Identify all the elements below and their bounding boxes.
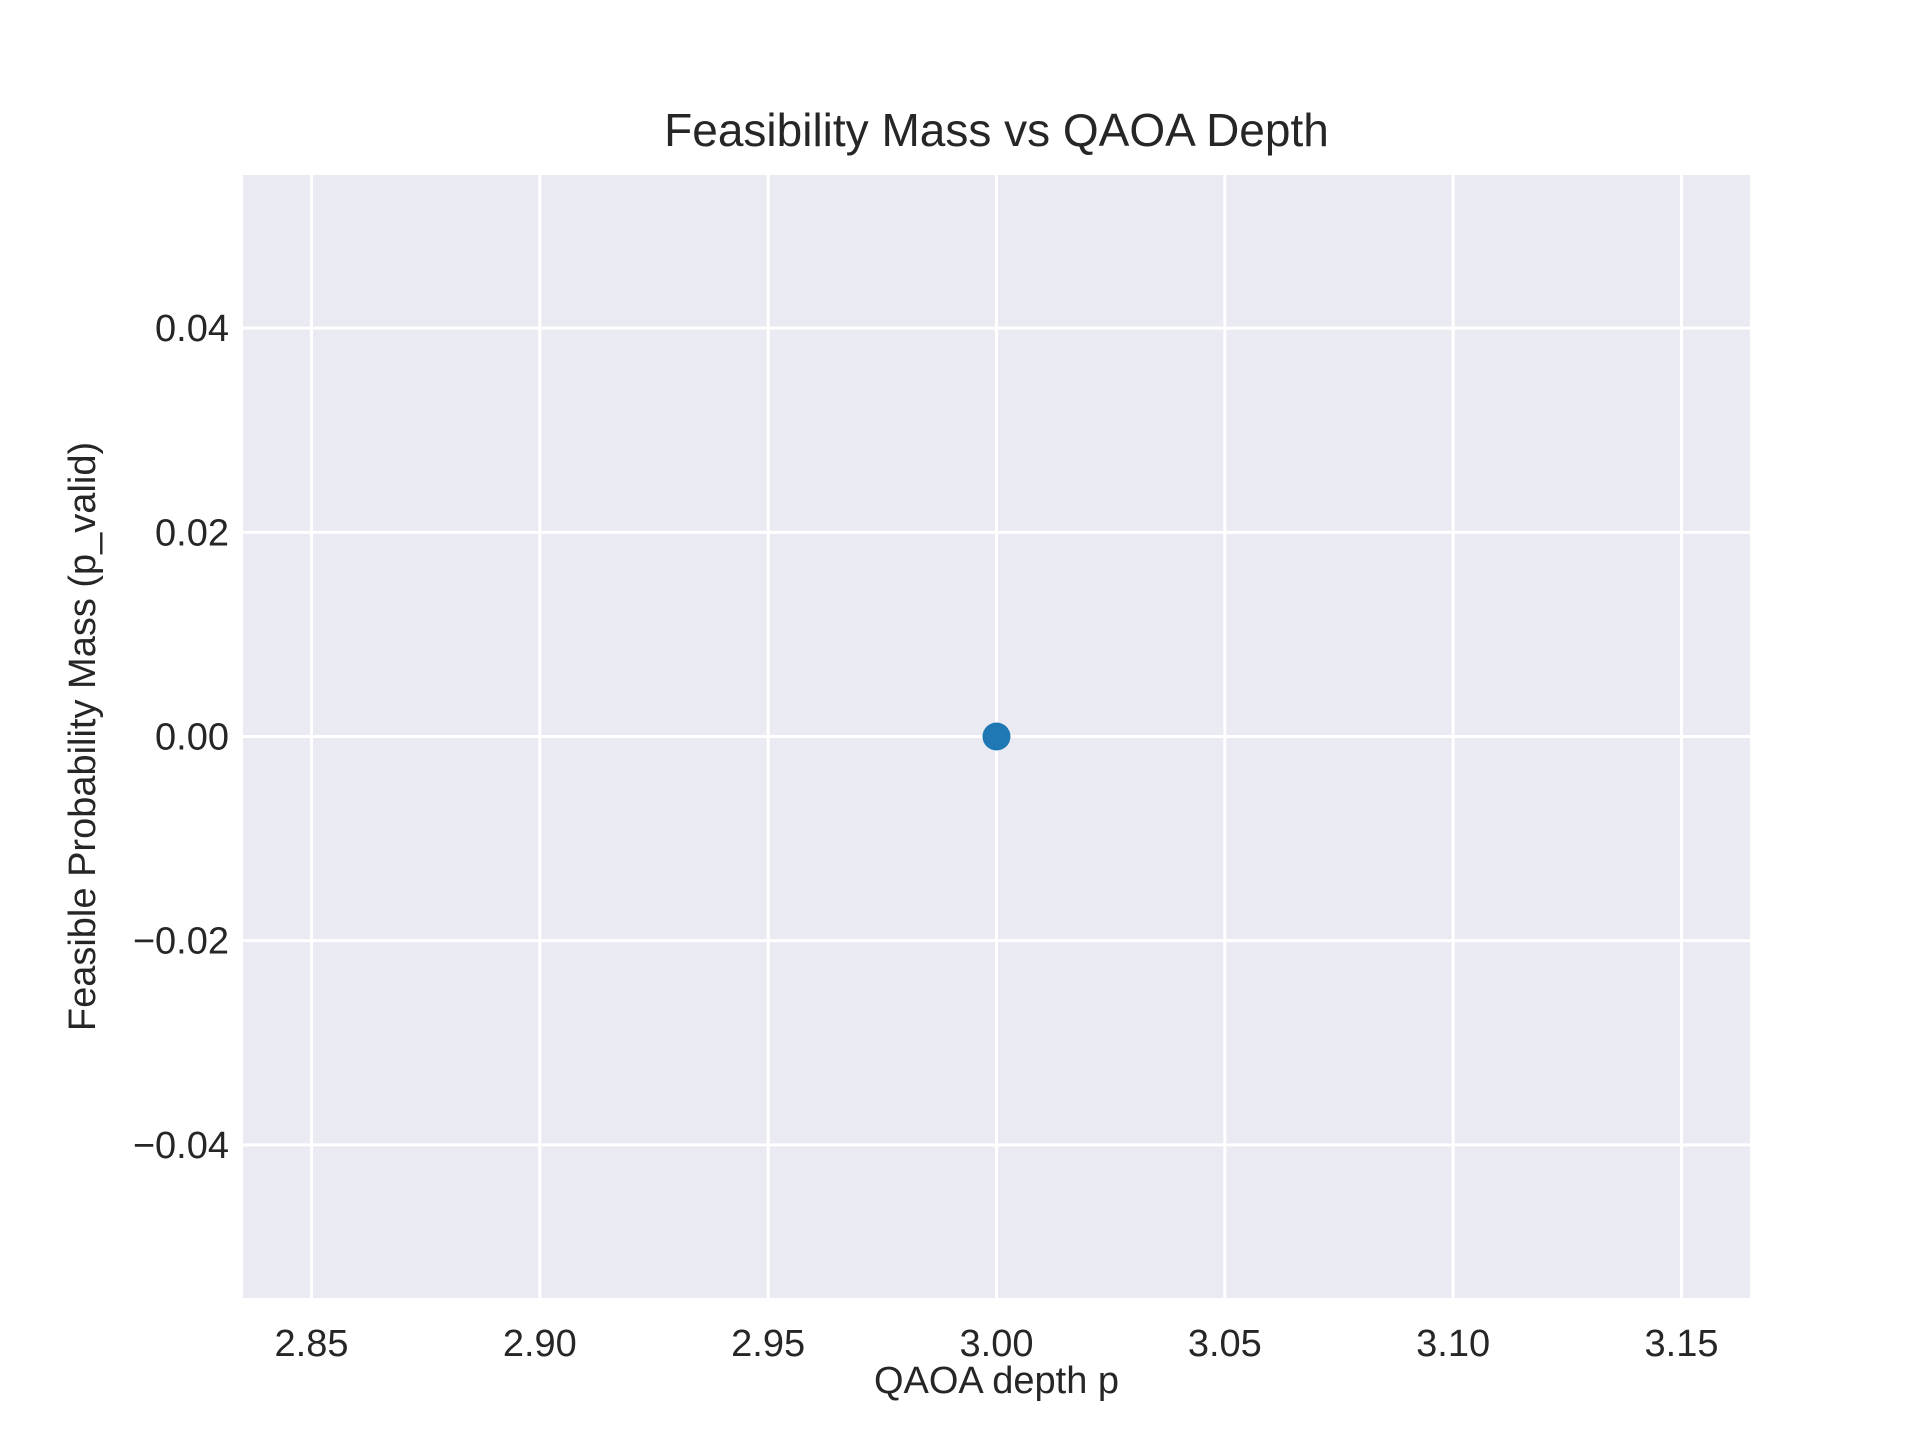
- y-tick-label: −0.04: [133, 1125, 229, 1167]
- x-axis-label: QAOA depth p: [874, 1360, 1119, 1402]
- y-tick-label: 0.04: [155, 308, 229, 350]
- x-tick-label: 3.10: [1416, 1323, 1490, 1365]
- data-point: [982, 722, 1011, 751]
- y-axis-ticks: 0.04 0.02 0.00 −0.02 −0.04: [133, 308, 229, 1167]
- x-tick-label: 3.05: [1188, 1323, 1262, 1365]
- y-tick-label: 0.02: [155, 512, 229, 554]
- chart-title: Feasibility Mass vs QAOA Depth: [664, 104, 1329, 156]
- x-tick-label: 3.15: [1645, 1323, 1719, 1365]
- x-tick-label: 2.90: [503, 1323, 577, 1365]
- x-axis-ticks: 2.85 2.90 2.95 3.00 3.05 3.10 3.15: [275, 1323, 1719, 1365]
- y-tick-label: −0.02: [133, 921, 229, 963]
- x-tick-label: 2.95: [731, 1323, 805, 1365]
- y-axis-label: Feasible Probability Mass (p_valid): [62, 442, 104, 1031]
- x-tick-label: 2.85: [275, 1323, 349, 1365]
- x-tick-label: 3.00: [960, 1323, 1034, 1365]
- data-points: [982, 722, 1011, 751]
- y-tick-label: 0.00: [155, 717, 229, 759]
